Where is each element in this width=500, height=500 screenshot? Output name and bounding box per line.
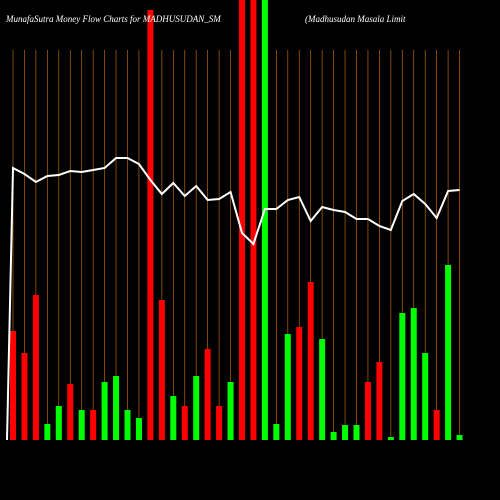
bar <box>67 384 74 440</box>
bar <box>170 396 177 440</box>
bar <box>147 10 154 440</box>
bar <box>364 382 371 440</box>
bar <box>32 295 39 440</box>
flow-line <box>6 157 460 441</box>
bar <box>90 410 97 440</box>
bar <box>204 349 211 440</box>
bar <box>445 265 452 440</box>
bar <box>250 0 257 440</box>
bar <box>10 331 16 440</box>
bar <box>21 353 28 440</box>
bar <box>158 300 165 440</box>
bar <box>261 0 268 440</box>
bar <box>307 282 314 440</box>
bar <box>273 424 280 440</box>
bar <box>227 382 234 440</box>
bar <box>216 406 223 440</box>
bar <box>433 410 440 440</box>
bar <box>55 406 62 440</box>
bar <box>410 308 417 440</box>
bar <box>422 353 429 440</box>
bar <box>113 376 120 440</box>
bar <box>193 376 200 440</box>
bar <box>353 425 360 440</box>
bar <box>330 432 337 440</box>
bar <box>399 313 406 440</box>
chart-title: MunafaSutra Money Flow Charts for MADHUS… <box>5 14 221 24</box>
bar <box>181 406 188 440</box>
bar <box>376 362 383 440</box>
bar <box>296 327 303 440</box>
bar <box>78 410 85 440</box>
bar <box>387 437 394 440</box>
bar <box>44 424 51 440</box>
bar <box>456 435 463 440</box>
bar <box>135 418 142 440</box>
bar <box>124 410 131 440</box>
bars <box>10 0 463 440</box>
bar <box>239 0 245 440</box>
bar <box>101 382 108 440</box>
bar <box>342 425 349 440</box>
bar <box>319 339 326 440</box>
chart-subtitle: (Madhusudan Masala Limit <box>305 14 406 24</box>
bar <box>284 334 291 440</box>
